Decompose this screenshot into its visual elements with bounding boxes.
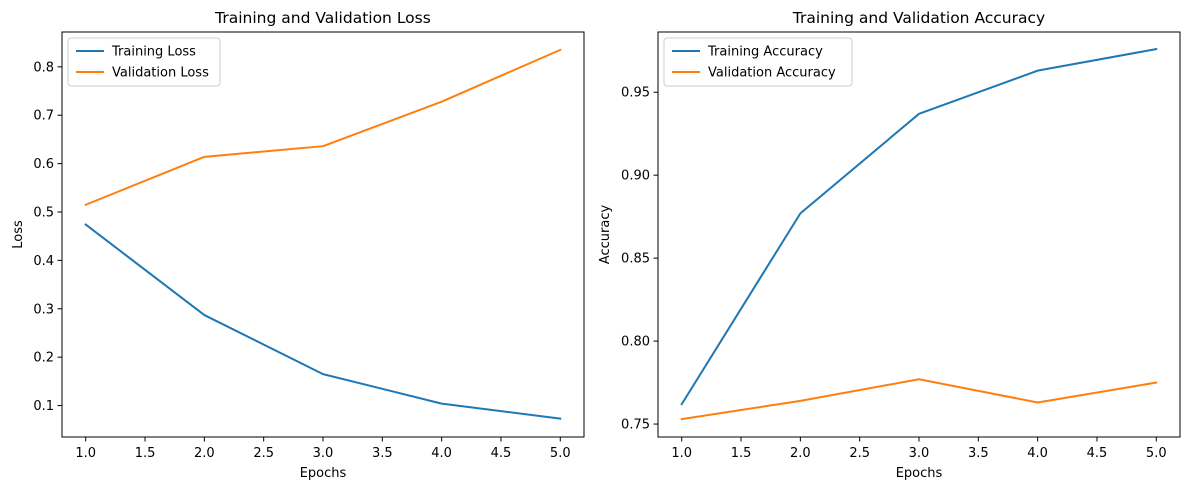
- x-axis-label: Epochs: [300, 466, 347, 481]
- y-tick-label: 0.1: [33, 399, 54, 414]
- plot-frame: [657, 31, 1181, 438]
- x-tick-label: 5.0: [1146, 446, 1167, 461]
- y-tick-label: 0.75: [621, 418, 650, 433]
- y-axis-label: Accuracy: [598, 205, 613, 265]
- y-tick-label: 0.2: [33, 351, 54, 366]
- series-line-training-accuracy: [680, 47, 1158, 406]
- y-tick-label: 0.8: [33, 60, 54, 75]
- chart-title: Training and Validation Loss: [214, 9, 431, 27]
- plot-frame: [61, 31, 585, 438]
- x-tick-label: 1.5: [135, 446, 156, 461]
- legend-box: [67, 37, 221, 87]
- x-tick-label: 3.5: [968, 446, 989, 461]
- legend-label: Validation Loss: [112, 66, 209, 81]
- x-tick-label: 4.0: [1027, 446, 1048, 461]
- y-tick-label: 0.4: [33, 254, 54, 269]
- x-tick-label: 3.0: [313, 446, 334, 461]
- series-line-training-loss: [84, 223, 562, 420]
- x-tick-label: 4.5: [1087, 446, 1108, 461]
- series-line-validation-loss: [84, 48, 562, 207]
- x-tick-label: 1.0: [671, 446, 692, 461]
- loss-chart: Training and Validation Loss 1.0 1.5 2.0 2.5…: [11, 9, 585, 481]
- x-tick-label: 3.5: [372, 446, 393, 461]
- x-tick-label: 4.0: [431, 446, 452, 461]
- x-tick-label: 1.0: [75, 446, 96, 461]
- x-tick-label: 2.5: [849, 446, 870, 461]
- y-tick-label: 0.6: [33, 157, 54, 172]
- chart-title: Training and Validation Accuracy: [792, 9, 1045, 27]
- legend-label: Training Accuracy: [707, 45, 823, 60]
- y-tick-label: 0.7: [33, 109, 54, 124]
- legend-label: Validation Accuracy: [708, 66, 836, 81]
- y-tick-label: 0.85: [621, 252, 650, 267]
- x-tick-label: 2.5: [253, 446, 274, 461]
- x-tick-label: 5.0: [550, 446, 571, 461]
- x-tick-label: 3.0: [909, 446, 930, 461]
- x-tick-label: 4.5: [491, 446, 512, 461]
- y-tick-label: 0.90: [621, 169, 650, 184]
- legend-box: [663, 37, 853, 87]
- series-line-validation-accuracy: [680, 378, 1158, 421]
- x-tick-label: 2.0: [194, 446, 215, 461]
- y-tick-label: 0.5: [33, 206, 54, 221]
- x-tick-label: 1.5: [731, 446, 752, 461]
- x-axis-label: Epochs: [896, 466, 943, 481]
- x-tick-label: 2.0: [790, 446, 811, 461]
- accuracy-chart: Training and Validation Accuracy 1.0 1.5 2.…: [598, 9, 1181, 481]
- legend-label: Training Loss: [111, 45, 196, 60]
- y-tick-label: 0.3: [33, 302, 54, 317]
- y-tick-label: 0.95: [621, 86, 650, 101]
- y-tick-label: 0.80: [621, 335, 650, 350]
- y-axis-label: Loss: [11, 220, 26, 249]
